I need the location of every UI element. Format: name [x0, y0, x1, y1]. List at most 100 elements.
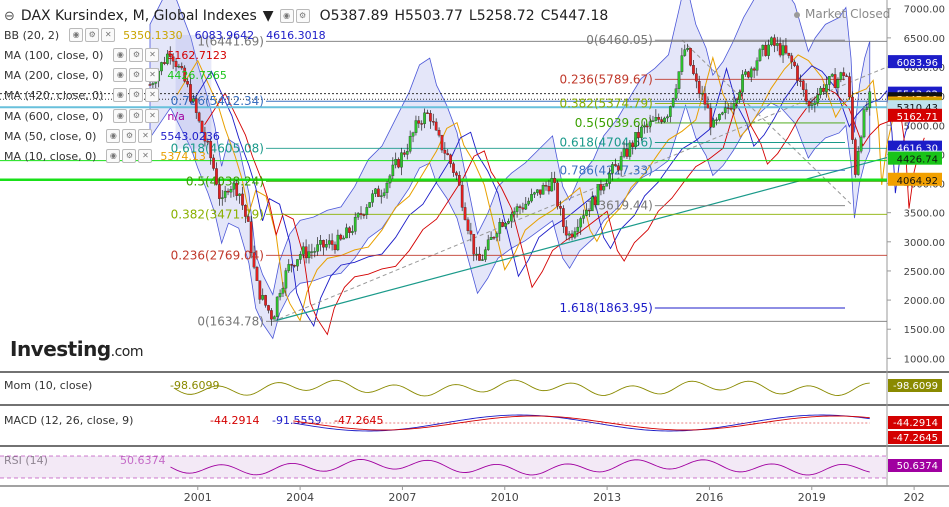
candle-body: [767, 44, 770, 56]
close-icon[interactable]: ✕: [145, 48, 160, 62]
chevron-down-icon[interactable]: ▼: [262, 8, 274, 24]
indicator-row[interactable]: MA (10, close, 0) ◉ ⚙ ✕ 5374.13: [4, 148, 214, 164]
candle-body: [819, 87, 822, 95]
market-status: Market Closed: [794, 7, 890, 21]
candle-body: [356, 213, 360, 218]
candle-body: [336, 234, 340, 251]
settings-icon[interactable]: ⚙: [129, 88, 144, 102]
candle-body: [275, 296, 279, 317]
fib-label-lower: 1.618(1863.95): [560, 301, 653, 315]
candle-body: [787, 52, 791, 56]
fib-label-upper: 1(6441.69): [197, 34, 264, 48]
candle-body: [440, 135, 444, 151]
candle-body: [434, 121, 438, 131]
candle-body: [556, 182, 559, 207]
candle-body: [426, 112, 429, 114]
candle-body: [851, 96, 854, 140]
indicator-value: n/a: [167, 109, 185, 123]
settings-icon[interactable]: ⚙: [122, 129, 137, 143]
candle-body: [284, 270, 288, 289]
candle-body: [573, 231, 577, 238]
indicator-label: MA (420, close, 0): [4, 88, 104, 102]
candle-body: [443, 149, 447, 154]
indicator-row[interactable]: MA (100, close, 0) ◉ ⚙ ✕ 5162.7123: [4, 47, 235, 63]
candle-body: [660, 119, 663, 123]
indicator-row[interactable]: MA (200, close, 0) ◉ ⚙ ✕ 4426.7365: [4, 67, 235, 83]
logo-brand: Investing: [10, 337, 111, 361]
close-icon[interactable]: ✕: [101, 28, 116, 42]
eye-icon[interactable]: ◉: [106, 129, 121, 143]
candle-body: [859, 136, 863, 152]
settings-icon[interactable]: ⚙: [129, 48, 144, 62]
fib-label-upper: 0.5(4038.24): [186, 174, 264, 188]
candle-body: [414, 120, 418, 133]
close-icon[interactable]: ✕: [145, 109, 160, 123]
fib-label-upper: 0.236(2769.04): [171, 248, 264, 262]
close-icon[interactable]: ✕: [145, 88, 160, 102]
x-tick-label: 2007: [388, 491, 416, 504]
settings-icon[interactable]: ⚙: [129, 68, 144, 82]
macd-value: -91.5559: [272, 414, 321, 427]
candle-body: [758, 49, 762, 61]
eye-icon[interactable]: ◉: [113, 68, 128, 82]
settings-icon[interactable]: ⚙: [85, 28, 100, 42]
candle-body: [744, 71, 747, 75]
settings-icon[interactable]: ⚙: [129, 109, 144, 123]
price-label: 4426.74: [897, 155, 938, 166]
settings-icon[interactable]: ⚙: [122, 149, 137, 163]
indicator-row[interactable]: BB (20, 2) ◉ ⚙ ✕ 5350.1330 6083.9642 4616.3018: [4, 27, 334, 43]
candle-body: [353, 217, 357, 232]
candle-body: [168, 53, 172, 57]
fib-label-lower: 0.786(4227.33): [560, 163, 653, 177]
candle-body: [244, 205, 247, 217]
candle-body: [738, 91, 742, 100]
mom-line: [173, 379, 870, 397]
fib-label-upper: 0(1634.78): [197, 314, 264, 328]
candle-body: [784, 45, 788, 54]
settings-icon[interactable]: ⚙: [295, 9, 310, 23]
trend-line: [272, 157, 888, 322]
close-icon[interactable]: ✕: [145, 68, 160, 82]
bollinger-band-shade: [175, 34, 212, 149]
indicator-row[interactable]: MA (420, close, 0) ◉ ⚙ ✕: [4, 87, 175, 103]
indicator-row[interactable]: MA (50, close, 0) ◉ ⚙ ✕ 5543.0236: [4, 128, 228, 144]
candle-body: [781, 45, 785, 56]
ma-50-line: [190, 65, 912, 328]
mom-label: Mom (10, close): [4, 379, 92, 392]
candle-body: [264, 295, 267, 306]
candle-body: [238, 193, 241, 196]
candle-body: [599, 184, 603, 191]
candle-body: [255, 267, 259, 281]
candle-body: [694, 73, 698, 82]
indicator-value: 5162.7123: [167, 48, 227, 62]
candle-body: [298, 254, 302, 260]
eye-icon[interactable]: ◉: [113, 48, 128, 62]
candle-body: [481, 259, 484, 261]
candle-body: [668, 106, 672, 117]
candle-body: [605, 183, 609, 187]
eye-icon[interactable]: ◉: [113, 88, 128, 102]
eye-icon[interactable]: ◉: [69, 28, 84, 42]
candle-body: [535, 189, 539, 193]
candle-body: [614, 164, 617, 166]
close-icon[interactable]: ✕: [138, 129, 153, 143]
eye-icon[interactable]: ◉: [106, 149, 121, 163]
indicator-row[interactable]: MA (600, close, 0) ◉ ⚙ ✕ n/a: [4, 108, 193, 124]
candle-body: [527, 200, 531, 205]
menu-icon[interactable]: ⊖: [4, 8, 15, 24]
rsi-box-text: 50.6374: [897, 461, 938, 472]
candle-body: [671, 98, 675, 107]
eye-icon[interactable]: ◉: [113, 109, 128, 123]
close-icon[interactable]: ✕: [138, 149, 153, 163]
candle-body: [408, 136, 412, 152]
candle-body: [515, 206, 519, 212]
candle-body: [391, 164, 395, 177]
eye-icon[interactable]: ◉: [279, 9, 294, 23]
candle-body: [220, 197, 224, 199]
candle-body: [747, 71, 750, 78]
candle-body: [700, 93, 704, 95]
candle-body: [790, 55, 794, 63]
logo-suffix: .com: [110, 344, 144, 360]
candle-body: [495, 233, 499, 238]
